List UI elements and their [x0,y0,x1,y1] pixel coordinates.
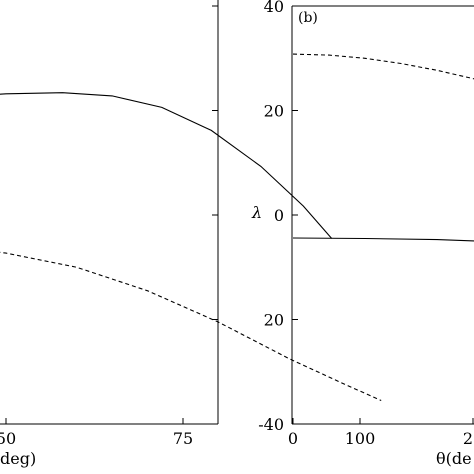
solid-series-line [292,237,474,242]
dashed-series-line [292,53,474,80]
panel-a: 50 75 100 deg) [0,0,382,468]
y-tick-label: 0 [274,206,284,225]
x-tick-label: 25 [463,429,474,448]
y-tick-label: -40 [258,415,284,434]
panel-label: (b) [298,10,318,26]
y-axis-title: λ [251,203,262,222]
y-tick-label: 20 [264,311,284,330]
x-tick-label: 50 [0,429,16,448]
y-tick-label: 40 [264,0,284,16]
x-axis-title: deg) [0,449,36,468]
x-tick-label: 100 [345,429,376,448]
y-tick-label: 20 [264,102,284,121]
dashed-series-line [0,251,382,402]
x-tick-label: 75 [173,429,193,448]
solid-series-line [0,92,333,239]
x-tick-label: 0 [288,429,298,448]
x-axis-title: θ(de [436,449,472,468]
